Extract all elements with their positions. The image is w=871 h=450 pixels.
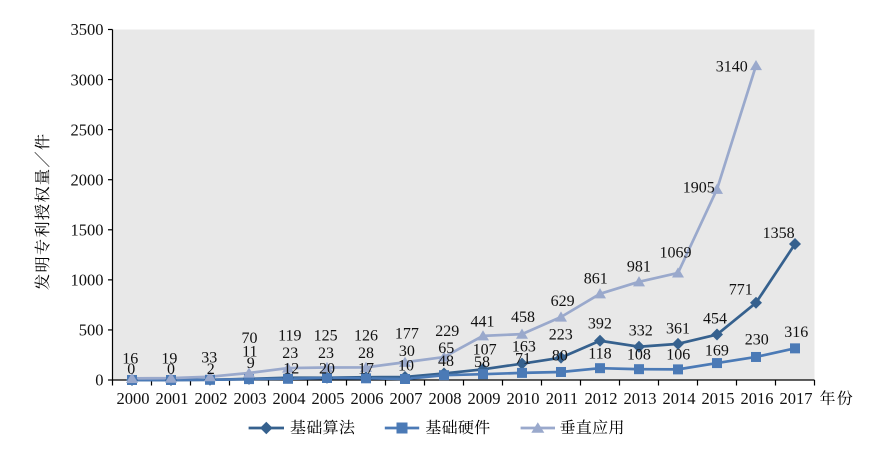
- svg-text:2002: 2002: [195, 389, 228, 408]
- svg-text:3500: 3500: [71, 20, 104, 39]
- svg-text:30: 30: [399, 343, 415, 360]
- svg-text:71: 71: [515, 351, 531, 368]
- svg-text:223: 223: [549, 327, 573, 344]
- svg-text:332: 332: [629, 322, 653, 339]
- svg-text:454: 454: [703, 310, 727, 327]
- svg-text:33: 33: [201, 350, 217, 367]
- svg-text:392: 392: [588, 316, 612, 333]
- svg-text:169: 169: [705, 343, 729, 360]
- svg-text:10: 10: [398, 358, 414, 375]
- svg-text:861: 861: [584, 270, 608, 287]
- svg-text:58: 58: [474, 354, 490, 371]
- svg-text:19: 19: [161, 350, 177, 367]
- svg-text:2011: 2011: [546, 389, 578, 408]
- svg-text:2006: 2006: [351, 389, 384, 408]
- svg-text:2007: 2007: [390, 389, 423, 408]
- svg-text:2: 2: [207, 361, 215, 378]
- svg-text:2003: 2003: [234, 389, 267, 408]
- svg-text:1905: 1905: [683, 179, 715, 196]
- svg-text:441: 441: [471, 313, 495, 330]
- svg-text:48: 48: [438, 353, 454, 370]
- svg-text:23: 23: [318, 345, 334, 362]
- svg-text:1069: 1069: [660, 245, 692, 262]
- svg-text:108: 108: [627, 346, 651, 363]
- svg-text:3000: 3000: [71, 70, 104, 89]
- svg-text:2500: 2500: [71, 120, 104, 139]
- svg-text:3140: 3140: [716, 59, 748, 76]
- svg-text:1000: 1000: [71, 271, 104, 290]
- svg-text:119: 119: [278, 328, 301, 345]
- svg-text:106: 106: [666, 346, 690, 363]
- svg-text:2016: 2016: [741, 389, 774, 408]
- svg-text:316: 316: [784, 324, 808, 341]
- svg-text:23: 23: [282, 345, 298, 362]
- svg-text:629: 629: [551, 293, 575, 310]
- svg-text:2010: 2010: [507, 389, 540, 408]
- svg-text:230: 230: [745, 332, 769, 349]
- svg-text:2000: 2000: [71, 170, 104, 189]
- svg-text:229: 229: [435, 323, 459, 340]
- svg-text:0: 0: [167, 361, 175, 378]
- svg-text:2009: 2009: [468, 389, 501, 408]
- svg-text:0: 0: [127, 361, 135, 378]
- svg-text:70: 70: [242, 330, 258, 347]
- svg-text:2013: 2013: [624, 389, 657, 408]
- svg-text:500: 500: [79, 321, 104, 340]
- svg-text:118: 118: [588, 346, 611, 363]
- svg-text:107: 107: [473, 342, 497, 359]
- svg-text:11: 11: [242, 343, 257, 360]
- svg-text:981: 981: [627, 258, 651, 275]
- svg-text:9: 9: [247, 355, 255, 372]
- svg-text:2005: 2005: [312, 389, 345, 408]
- svg-text:2015: 2015: [702, 389, 735, 408]
- svg-text:0: 0: [95, 371, 103, 390]
- svg-text:2017: 2017: [780, 389, 813, 408]
- svg-text:16: 16: [122, 350, 138, 367]
- svg-text:2012: 2012: [585, 389, 618, 408]
- svg-text:1358: 1358: [763, 225, 795, 242]
- svg-text:12: 12: [283, 361, 299, 378]
- svg-text:177: 177: [395, 326, 419, 343]
- svg-text:163: 163: [512, 338, 536, 355]
- svg-text:2000: 2000: [117, 389, 150, 408]
- svg-text:361: 361: [666, 321, 690, 338]
- svg-text:2001: 2001: [156, 389, 189, 408]
- svg-text:80: 80: [552, 347, 568, 364]
- svg-text:126: 126: [354, 328, 378, 345]
- svg-text:458: 458: [511, 309, 535, 326]
- svg-text:17: 17: [358, 361, 374, 378]
- svg-text:2008: 2008: [429, 389, 462, 408]
- svg-text:125: 125: [314, 328, 338, 345]
- svg-text:771: 771: [729, 281, 753, 298]
- svg-text:28: 28: [358, 345, 374, 362]
- svg-text:65: 65: [438, 340, 454, 357]
- svg-text:1500: 1500: [71, 220, 104, 239]
- svg-text:20: 20: [319, 361, 335, 378]
- svg-text:2014: 2014: [663, 389, 696, 408]
- svg-text:2004: 2004: [273, 389, 306, 408]
